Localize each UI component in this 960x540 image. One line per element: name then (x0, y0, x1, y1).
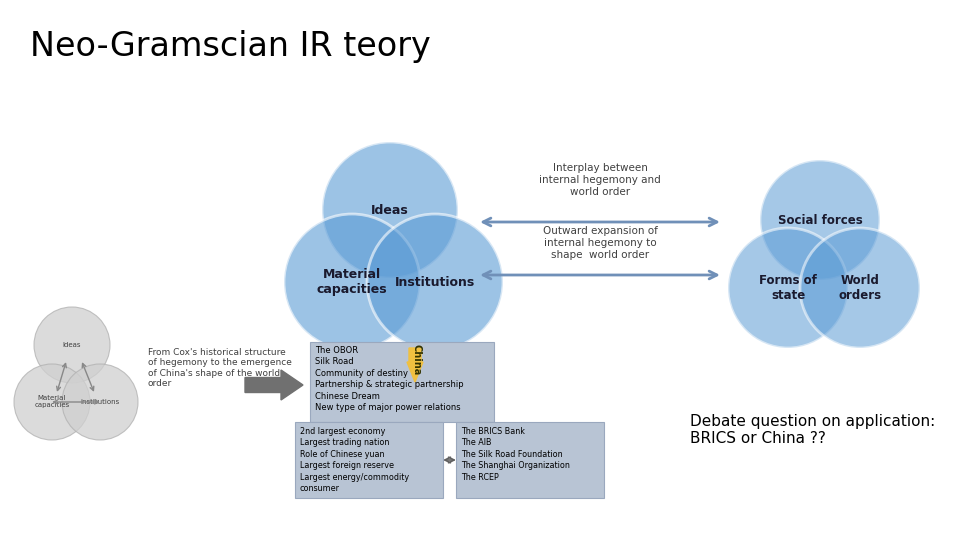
Circle shape (800, 228, 920, 348)
FancyBboxPatch shape (295, 422, 443, 498)
Text: China: China (412, 345, 422, 376)
Text: Debate question on application:
BRICS or China ??: Debate question on application: BRICS or… (690, 414, 935, 446)
Text: Forms of
state: Forms of state (759, 274, 817, 302)
Text: The OBOR
Silk Road
Community of destiny
Partnership & strategic partnership
Chin: The OBOR Silk Road Community of destiny … (315, 346, 464, 412)
Text: Ideas: Ideas (372, 204, 409, 217)
Text: Institutions: Institutions (395, 275, 475, 288)
Text: Interplay between
internal hegemony and
world order: Interplay between internal hegemony and … (540, 164, 660, 197)
Text: Material
capacities: Material capacities (317, 268, 387, 296)
Circle shape (728, 228, 848, 348)
FancyArrow shape (245, 370, 303, 400)
Text: Social forces: Social forces (778, 213, 862, 226)
Text: 2nd largest economy
Largest trading nation
Role of Chinese yuan
Largest foreign : 2nd largest economy Largest trading nati… (300, 427, 409, 493)
Text: Material
capacities: Material capacities (35, 395, 70, 408)
Text: Ideas: Ideas (62, 342, 82, 348)
Text: Outward expansion of
internal hegemony to
shape  world order: Outward expansion of internal hegemony t… (542, 226, 658, 260)
Circle shape (284, 214, 420, 350)
Text: From Cox's historical structure
of hegemony to the emergence
of China's shape of: From Cox's historical structure of hegem… (148, 348, 292, 388)
Circle shape (34, 307, 110, 383)
Text: institutions: institutions (81, 399, 120, 405)
Text: World
orders: World orders (838, 274, 881, 302)
FancyBboxPatch shape (310, 342, 494, 422)
FancyBboxPatch shape (456, 422, 604, 498)
Circle shape (760, 160, 880, 280)
FancyArrow shape (407, 348, 423, 382)
Circle shape (14, 364, 90, 440)
Circle shape (367, 214, 503, 350)
Text: Neo-Gramscian IR teory: Neo-Gramscian IR teory (30, 30, 431, 63)
Circle shape (62, 364, 138, 440)
Text: The BRICS Bank
The AIB
The Silk Road Foundation
The Shanghai Organization
The RC: The BRICS Bank The AIB The Silk Road Fou… (461, 427, 570, 482)
Circle shape (322, 142, 458, 278)
